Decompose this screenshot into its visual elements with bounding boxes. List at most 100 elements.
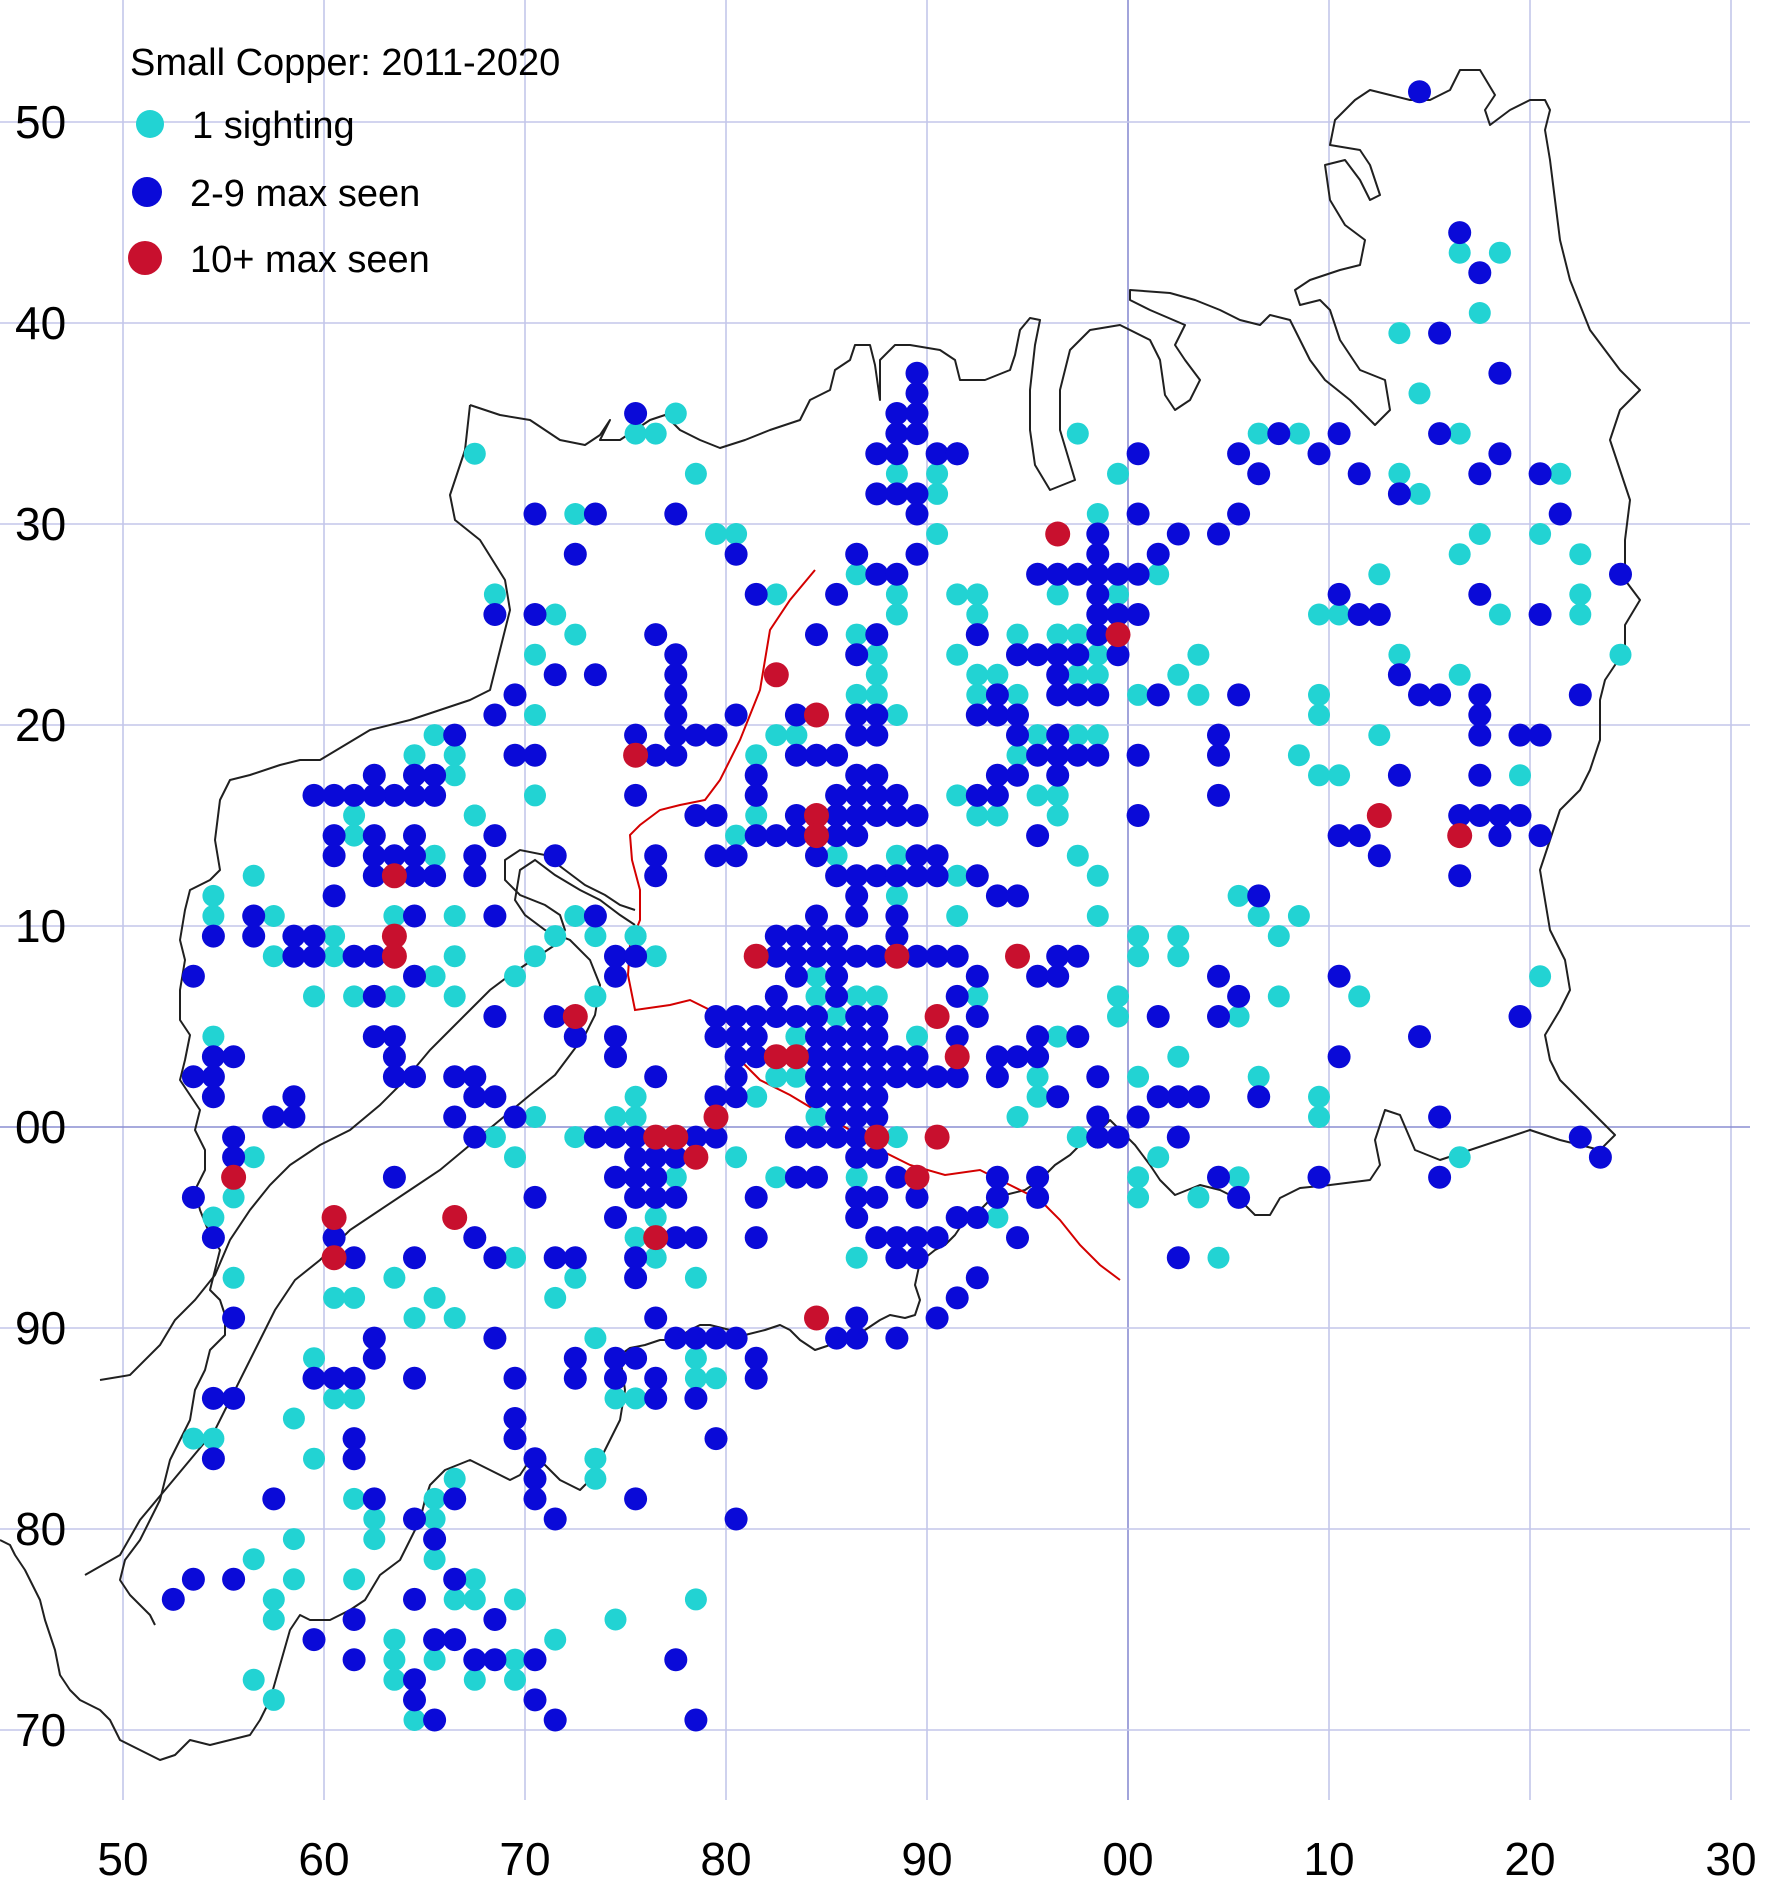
y-tick-label: 20 <box>15 699 66 751</box>
dot-2-9-max <box>925 1065 949 1089</box>
dot-2-9-max <box>885 1326 909 1350</box>
dot-10plus-max <box>663 1124 689 1150</box>
dot-2-9-max <box>1166 1125 1190 1149</box>
dot-1-sighting <box>1388 462 1411 485</box>
dot-2-9-max <box>1066 683 1090 707</box>
dot-1-sighting <box>1448 422 1471 445</box>
dot-2-9-max <box>423 1628 447 1652</box>
dot-2-9-max <box>805 1005 828 1028</box>
dot-2-9-max <box>503 1407 527 1430</box>
dot-2-9-max <box>1528 603 1552 626</box>
dot-1-sighting <box>443 985 466 1008</box>
dot-10plus-max <box>643 1225 669 1251</box>
dot-2-9-max <box>865 1065 889 1089</box>
dot-2-9-max <box>1106 643 1130 667</box>
dot-2-9-max <box>845 703 869 727</box>
dot-2-9-max <box>1086 562 1110 586</box>
dot-1-sighting <box>604 1387 627 1410</box>
dot-1-sighting <box>1026 1085 1049 1108</box>
dot-2-9-max <box>985 783 1009 807</box>
dot-1-sighting <box>1488 603 1511 626</box>
dot-2-9-max <box>825 924 849 948</box>
dot-2-9-max <box>483 1326 507 1350</box>
dot-2-9-max <box>885 1045 909 1069</box>
dot-1-sighting <box>443 1588 466 1611</box>
dot-1-sighting <box>1046 583 1069 606</box>
dot-1-sighting <box>423 724 446 747</box>
dot-2-9-max <box>362 824 386 848</box>
y-tick-label: 10 <box>15 900 66 952</box>
dot-1-sighting <box>725 1146 748 1169</box>
dot-2-9-max <box>805 1125 828 1149</box>
dot-1-sighting <box>1207 1246 1230 1269</box>
dot-10plus-max <box>1447 823 1473 849</box>
dot-2-9-max <box>403 844 426 868</box>
dot-2-9-max <box>724 1005 748 1028</box>
dot-2-9-max <box>1046 964 1070 988</box>
dot-1-sighting <box>1529 523 1552 545</box>
dot-2-9-max <box>945 1025 969 1049</box>
dot-1-sighting <box>1328 603 1351 626</box>
dot-2-9-max <box>825 1085 849 1109</box>
dot-1-sighting <box>624 422 647 445</box>
dot-1-sighting <box>684 1266 707 1289</box>
dot-2-9-max <box>845 1306 869 1330</box>
dot-1-sighting <box>544 1286 567 1309</box>
dot-10plus-max <box>763 1044 789 1070</box>
dot-1-sighting <box>1086 905 1109 927</box>
dot-2-9-max <box>181 1567 205 1591</box>
dot-1-sighting <box>564 623 587 646</box>
dot-2-9-max <box>583 502 607 526</box>
dot-1-sighting <box>1227 1166 1250 1189</box>
dot-1-sighting <box>443 1467 466 1490</box>
dot-1-sighting <box>845 623 868 646</box>
dot-2-9-max <box>282 944 306 968</box>
dot-1-sighting <box>785 1025 808 1048</box>
dot-2-9-max <box>764 824 788 848</box>
dot-2-9-max <box>845 1025 869 1049</box>
dot-1-sighting <box>986 804 1009 827</box>
dot-2-9-max <box>1086 582 1110 606</box>
dot-1-sighting <box>343 824 366 847</box>
dot-1-sighting <box>1247 905 1270 927</box>
dot-2-9-max <box>905 381 929 405</box>
dot-2-9-max <box>1086 1105 1110 1129</box>
dot-2-9-max <box>1126 502 1150 526</box>
dot-2-9-max <box>403 1065 426 1089</box>
legend-label-2-9: 2-9 max seen <box>190 173 420 215</box>
dot-2-9-max <box>443 1105 467 1129</box>
dot-2-9-max <box>1166 522 1190 546</box>
dot-1-sighting <box>564 1126 587 1149</box>
dot-2-9-max <box>543 663 567 687</box>
dot-2-9-max <box>322 783 346 807</box>
dot-2-9-max <box>1106 562 1130 586</box>
y-tick-label: 70 <box>15 1704 66 1756</box>
dot-1-sighting <box>262 1688 285 1711</box>
dot-2-9-max <box>1086 1065 1110 1089</box>
dot-2-9-max <box>463 1085 487 1109</box>
dot-2-9-max <box>1207 1005 1230 1028</box>
dot-1-sighting <box>483 583 506 606</box>
dot-1-sighting <box>1086 663 1109 686</box>
dot-2-9-max <box>1126 562 1150 586</box>
dot-2-9-max <box>965 703 989 727</box>
dot-2-9-max <box>483 703 507 727</box>
dot-2-9-max <box>1086 603 1110 626</box>
dot-1-sighting <box>423 1286 446 1309</box>
dot-1-sighting <box>1107 583 1129 606</box>
dot-2-9-max <box>443 723 467 747</box>
dot-2-9-max <box>1066 1025 1090 1049</box>
y-tick-label: 90 <box>15 1302 66 1354</box>
dot-2-9-max <box>704 804 728 827</box>
dot-1-sighting <box>504 1668 526 1691</box>
dot-1-sighting <box>1549 462 1572 485</box>
dot-2-9-max <box>925 442 949 466</box>
dot-1-sighting <box>383 1266 406 1289</box>
dot-2-9-max <box>784 924 808 948</box>
dot-2-9-max <box>1227 502 1251 526</box>
dot-1-sighting <box>1127 1166 1150 1189</box>
dot-1-sighting <box>383 1648 406 1671</box>
dot-2-9-max <box>543 1708 567 1732</box>
dot-2-9-max <box>865 783 889 807</box>
x-tick-label: 50 <box>97 1833 148 1885</box>
